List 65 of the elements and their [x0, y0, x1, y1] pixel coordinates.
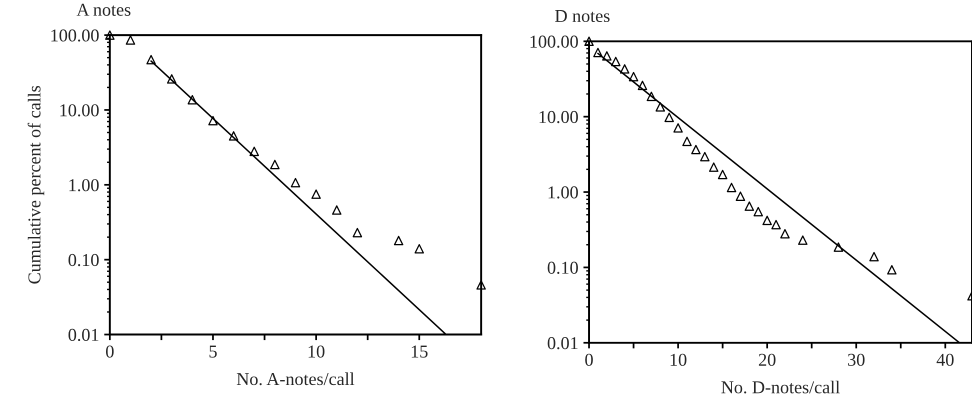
- point: [691, 144, 701, 154]
- y-tick-label: 0.10: [548, 262, 578, 274]
- point: [771, 220, 781, 230]
- x-tick-label: 15: [412, 346, 428, 358]
- point: [682, 136, 692, 146]
- point: [146, 54, 156, 64]
- x-axis-title: No. D-notes/call: [721, 380, 840, 394]
- point: [628, 72, 638, 82]
- point: [611, 56, 620, 66]
- point: [593, 48, 603, 58]
- point: [311, 189, 321, 199]
- point: [188, 94, 198, 104]
- y-tick-label: 0.01: [548, 337, 578, 350]
- x-tick-label: 10: [670, 354, 686, 366]
- point: [270, 160, 280, 170]
- x-axis-title: No. A-notes/call: [236, 372, 354, 386]
- point: [476, 280, 486, 290]
- y-tick-label: 10.00: [60, 104, 99, 116]
- point: [744, 201, 754, 211]
- point: [602, 51, 612, 61]
- y-tick-label: 1.00: [548, 186, 578, 199]
- point: [352, 228, 362, 238]
- point: [656, 102, 666, 112]
- x-tick-label: 40: [936, 354, 954, 366]
- point: [726, 182, 736, 192]
- point: [620, 64, 630, 74]
- point: [700, 152, 710, 162]
- chart-title: A notes: [76, 4, 130, 16]
- point: [126, 35, 136, 45]
- point: [228, 131, 238, 141]
- y-axis-title: Cumulative percent of calls: [28, 86, 44, 284]
- point: [250, 146, 259, 156]
- point: [290, 178, 300, 188]
- chart-title: D notes: [555, 10, 610, 22]
- point: [718, 170, 728, 180]
- point: [208, 116, 218, 126]
- x-tick-label: 20: [758, 354, 776, 366]
- point: [869, 252, 879, 262]
- point: [798, 235, 808, 245]
- x-tick-label: 0: [585, 354, 593, 366]
- y-tick-label: 100.00: [51, 29, 99, 42]
- point: [673, 123, 683, 133]
- y-tick-label: 1.00: [69, 179, 99, 192]
- point: [166, 74, 176, 84]
- y-tick-label: 10.00: [540, 110, 578, 124]
- point: [762, 216, 772, 226]
- x-tick-label: 0: [106, 345, 114, 358]
- point: [708, 162, 718, 172]
- y-tick-label: 100.00: [530, 36, 578, 48]
- point: [414, 244, 424, 254]
- point: [887, 265, 897, 275]
- x-tick-label: 30: [848, 354, 865, 366]
- point: [736, 191, 746, 201]
- point: [332, 205, 342, 215]
- point: [780, 228, 790, 238]
- point: [638, 80, 648, 90]
- point: [754, 206, 763, 216]
- y-tick-label: 0.10: [68, 254, 99, 266]
- point: [646, 92, 656, 102]
- point: [834, 242, 844, 252]
- y-tick-label: 0.01: [68, 328, 98, 342]
- point: [664, 112, 674, 122]
- point: [394, 236, 404, 246]
- x-tick-label: 5: [210, 346, 217, 358]
- x-tick-label: 10: [308, 345, 324, 358]
